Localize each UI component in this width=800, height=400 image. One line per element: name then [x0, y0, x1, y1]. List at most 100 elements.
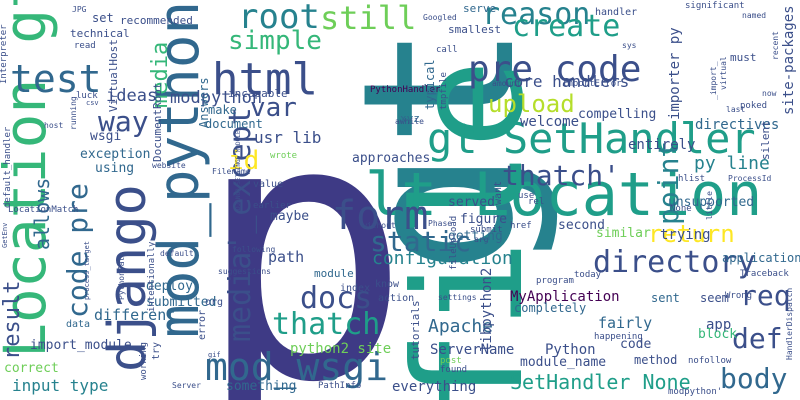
word-exception: exception [80, 147, 151, 162]
word-program: program [536, 276, 574, 286]
word-error: error [197, 309, 208, 340]
word-thatch-quote: thatch' [502, 159, 621, 192]
word-return: return [648, 220, 735, 248]
word-pre-code: pre code [468, 49, 642, 90]
word-body: body [720, 362, 788, 395]
word-second: second [558, 218, 605, 233]
word-amount: amount [492, 79, 521, 88]
word-libpython2: libpython2 [479, 267, 495, 352]
word-virtualhost: VirtualHost [107, 39, 120, 112]
word-technical: technical [70, 27, 130, 40]
word-action: action [378, 293, 415, 304]
word-lt-location: lt Location [365, 160, 763, 230]
word-configuration: configuration [372, 248, 513, 269]
word-must: must [730, 51, 757, 64]
word-process-target: process_target [83, 240, 91, 300]
word-python: Python [545, 342, 596, 358]
word-test: test [10, 57, 102, 101]
word-handlerdispatch: HandlerDispatch [785, 287, 794, 360]
word-modpython: modpython [170, 88, 263, 108]
word-default: default [160, 249, 194, 258]
word-input-type: input type [12, 376, 109, 395]
word-rel: rel [528, 197, 545, 207]
word-result: result [0, 280, 25, 360]
word-unsupported: unsupported [668, 195, 755, 210]
word-arg: arg [474, 235, 489, 244]
word-intentionally: intentionally [147, 241, 157, 312]
word-approaches: approaches [352, 151, 431, 166]
word-working: working [139, 342, 149, 380]
word-following: following [232, 245, 276, 254]
word-importerror: ImportError [562, 79, 622, 89]
word-recent: recent [771, 31, 780, 60]
word-pythonpath: PythonPath [117, 251, 126, 300]
word-traceback: Traceback [740, 269, 789, 279]
word-default-handler: default_handler [3, 126, 13, 208]
word-req: req [740, 279, 791, 312]
word-know: know [375, 279, 400, 290]
word-try: try [151, 341, 162, 360]
word-form: form [332, 193, 429, 239]
word-ideas: ideas [106, 86, 158, 106]
word-post: post [440, 356, 462, 366]
word-app: app [706, 317, 732, 333]
word-pythonhandler: PythonHandler [370, 85, 441, 95]
word-modpython-q: modpython' [668, 387, 723, 397]
word-want: want [493, 180, 504, 205]
word-read: read [74, 41, 96, 51]
word-website: website [152, 161, 186, 170]
word-completely: completely [514, 301, 587, 315]
word-suggestions: suggestions [218, 267, 271, 276]
word-code-small: code [620, 337, 652, 352]
word-python2-site: python2 site [290, 341, 392, 357]
word-index: index [340, 283, 371, 294]
word-smallest: smallest [448, 23, 501, 36]
word-host: host [44, 121, 64, 130]
word-py-line: py line [694, 153, 770, 174]
word-getenv: GetEnv [1, 222, 9, 248]
word-submitted: submitted [146, 295, 217, 310]
word-hlist: hlist [678, 174, 706, 184]
word-handler: handler [595, 7, 638, 18]
word-import-module: import_module [30, 338, 132, 353]
word-different: different [94, 306, 176, 324]
word-static: static [370, 225, 472, 258]
word-root: root [238, 0, 320, 37]
word-poked: poked [740, 101, 768, 111]
word-upload: upload [488, 90, 575, 118]
word-myapplication: MyApplication [510, 289, 620, 305]
word-seem: seem [700, 291, 729, 305]
word-last: last [726, 105, 746, 114]
word-csv: csv [86, 99, 99, 107]
word-none: None [670, 204, 692, 214]
word-typical: typical [423, 59, 437, 110]
word-path: path [268, 248, 305, 266]
word-happening: happening [594, 332, 643, 342]
word-luck: luck [76, 91, 98, 101]
word-data: data [66, 319, 91, 330]
word-recommended: recommended [120, 14, 193, 27]
word-sethandler-none: SetHandler None [510, 370, 691, 394]
word-var: var [250, 93, 297, 123]
word-nofollow: nofollow [688, 356, 732, 366]
word-locationmatch: LocationMatch [8, 205, 79, 215]
word-block: block [698, 327, 738, 342]
word-usr-lib: usr lib [254, 128, 322, 147]
word-directory: directory [593, 245, 756, 280]
word-html: html [212, 54, 318, 105]
word-wsgi: wsgi [90, 129, 122, 144]
word-way: way [98, 105, 149, 138]
word-href: href [510, 221, 532, 231]
word-importer-py: importer py [667, 27, 683, 120]
word-use: use [518, 191, 535, 201]
word-getting: getting [448, 229, 503, 244]
word-application: application [722, 251, 800, 265]
word-without: without [362, 221, 396, 230]
word-silent: silent [759, 120, 772, 160]
word-settings: settings [438, 293, 477, 302]
word-sent: sent [651, 291, 680, 305]
word-jpg: JPG [72, 5, 87, 14]
word-processid: ProcessId [728, 174, 772, 183]
word-site-packages: site-packages [781, 5, 797, 115]
